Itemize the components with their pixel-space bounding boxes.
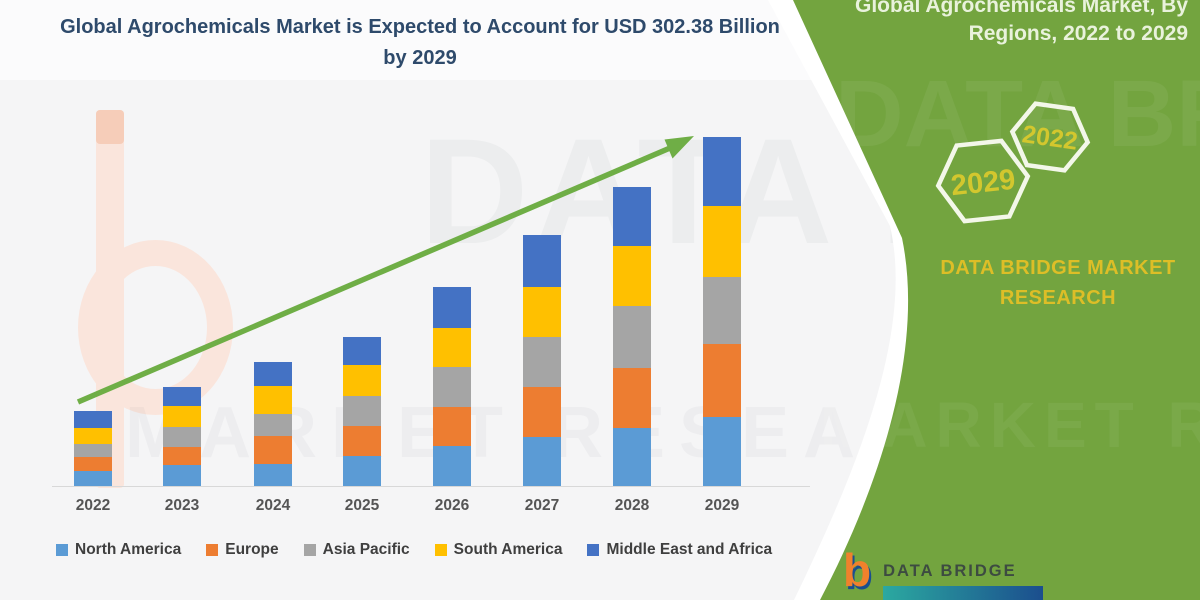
bar-segment-2026-europe <box>433 407 471 446</box>
legend-label: Europe <box>225 541 279 558</box>
bar-segment-2027-north-america <box>523 437 561 486</box>
legend-swatch-icon <box>206 544 219 556</box>
bar-2022 <box>74 411 112 486</box>
bar-segment-2023-north-america <box>163 465 201 486</box>
footer-logo-b-icon: b <box>843 544 872 596</box>
bar-segment-2029-north-america <box>703 417 741 486</box>
legend-label: Asia Pacific <box>322 541 410 558</box>
legend-item-north-america: North America <box>56 541 181 559</box>
bar-segment-2026-south-america <box>433 328 471 367</box>
legend-swatch-icon <box>587 544 600 556</box>
bar-segment-2023-asia-pacific <box>163 427 201 447</box>
bar-segment-2027-europe <box>523 387 561 437</box>
header-strip <box>0 0 825 80</box>
footer-logo: b DATA BRIDGE <box>843 544 1044 600</box>
bar-segment-2022-europe <box>74 457 112 471</box>
bar-segment-2025-north-america <box>343 456 381 486</box>
x-axis-label-2024: 2024 <box>255 497 291 514</box>
legend-label: South America <box>453 541 563 558</box>
bar-segment-2023-europe <box>163 447 201 465</box>
bar-2025 <box>343 337 381 486</box>
bar-segment-2025-asia-pacific <box>343 396 381 426</box>
bar-segment-2024-south-america <box>254 386 292 414</box>
bar-segment-2029-south-america <box>703 206 741 277</box>
panel-watermark-line1: DATA BRIDGE <box>835 61 1200 167</box>
bar-segment-2025-middle-east-and-africa <box>343 337 381 365</box>
bar-segment-2028-europe <box>613 368 651 428</box>
bar-segment-2025-europe <box>343 426 381 456</box>
x-axis-label-2026: 2026 <box>434 497 470 514</box>
bar-segment-2024-middle-east-and-africa <box>254 362 292 386</box>
bar-segment-2028-asia-pacific <box>613 306 651 368</box>
x-axis-label-2027: 2027 <box>524 497 560 514</box>
bar-segment-2028-middle-east-and-africa <box>613 187 651 246</box>
x-axis-label-2022: 2022 <box>75 497 111 514</box>
bar-2024 <box>254 362 292 486</box>
bar-2029 <box>703 137 741 486</box>
bar-segment-2027-asia-pacific <box>523 337 561 387</box>
bar-segment-2028-north-america <box>613 428 651 486</box>
bar-segment-2028-south-america <box>613 246 651 306</box>
x-axis-label-2028: 2028 <box>614 497 650 514</box>
bar-segment-2022-asia-pacific <box>74 444 112 457</box>
x-axis-label-2025: 2025 <box>344 497 380 514</box>
bar-segment-2025-south-america <box>343 365 381 396</box>
legend-item-middle-east-and-africa: Middle East and Africa <box>587 541 772 559</box>
x-axis-line <box>52 486 810 487</box>
bar-2027 <box>523 235 561 486</box>
footer-logo-label: DATA BRIDGE <box>883 562 1017 580</box>
chart-legend: North America Europe Asia Pacific South Ame… <box>56 541 772 559</box>
bar-segment-2027-south-america <box>523 287 561 337</box>
bar-2023 <box>163 387 201 486</box>
bar-segment-2029-asia-pacific <box>703 277 741 344</box>
legend-label: North America <box>75 541 182 558</box>
legend-item-asia-pacific: Asia Pacific <box>303 541 410 559</box>
chart-title: Global Agrochemicals Market is Expected … <box>60 16 780 69</box>
legend-item-south-america: South America <box>434 541 563 559</box>
legend-swatch-icon <box>434 544 447 556</box>
x-axis-label-2029: 2029 <box>704 497 740 514</box>
bar-segment-2026-north-america <box>433 446 471 486</box>
legend-label: Middle East and Africa <box>606 541 773 558</box>
bar-segment-2022-south-america <box>74 428 112 444</box>
bar-2028 <box>613 187 651 486</box>
bar-2026 <box>433 287 471 486</box>
legend-swatch-icon <box>303 544 316 556</box>
bar-segment-2029-europe <box>703 344 741 417</box>
watermark-b-bowl <box>78 240 233 415</box>
panel-watermark-line2: MARKET RESE <box>820 389 1200 461</box>
bar-segment-2026-middle-east-and-africa <box>433 287 471 328</box>
panel-heading: Global Agrochemicals Market, By Regions,… <box>855 0 1188 45</box>
bar-segment-2024-asia-pacific <box>254 414 292 436</box>
bar-segment-2024-north-america <box>254 464 292 486</box>
bar-segment-2022-middle-east-and-africa <box>74 411 112 428</box>
footer-logo-band <box>883 586 1044 600</box>
bar-segment-2023-south-america <box>163 406 201 427</box>
x-axis-label-2023: 2023 <box>164 497 200 514</box>
legend-item-europe: Europe <box>206 541 279 559</box>
bar-segment-2027-middle-east-and-africa <box>523 235 561 287</box>
legend-swatch-icon <box>56 544 68 556</box>
bar-segment-2026-asia-pacific <box>433 367 471 407</box>
bar-segment-2022-north-america <box>74 471 112 486</box>
panel-brand-text: DATA BRIDGE MARKET RESEARCH <box>940 257 1176 309</box>
bar-segment-2029-middle-east-and-africa <box>703 137 741 206</box>
bar-segment-2023-middle-east-and-africa <box>163 387 201 406</box>
watermark-b-tip <box>96 110 124 144</box>
bar-segment-2024-europe <box>254 436 292 464</box>
